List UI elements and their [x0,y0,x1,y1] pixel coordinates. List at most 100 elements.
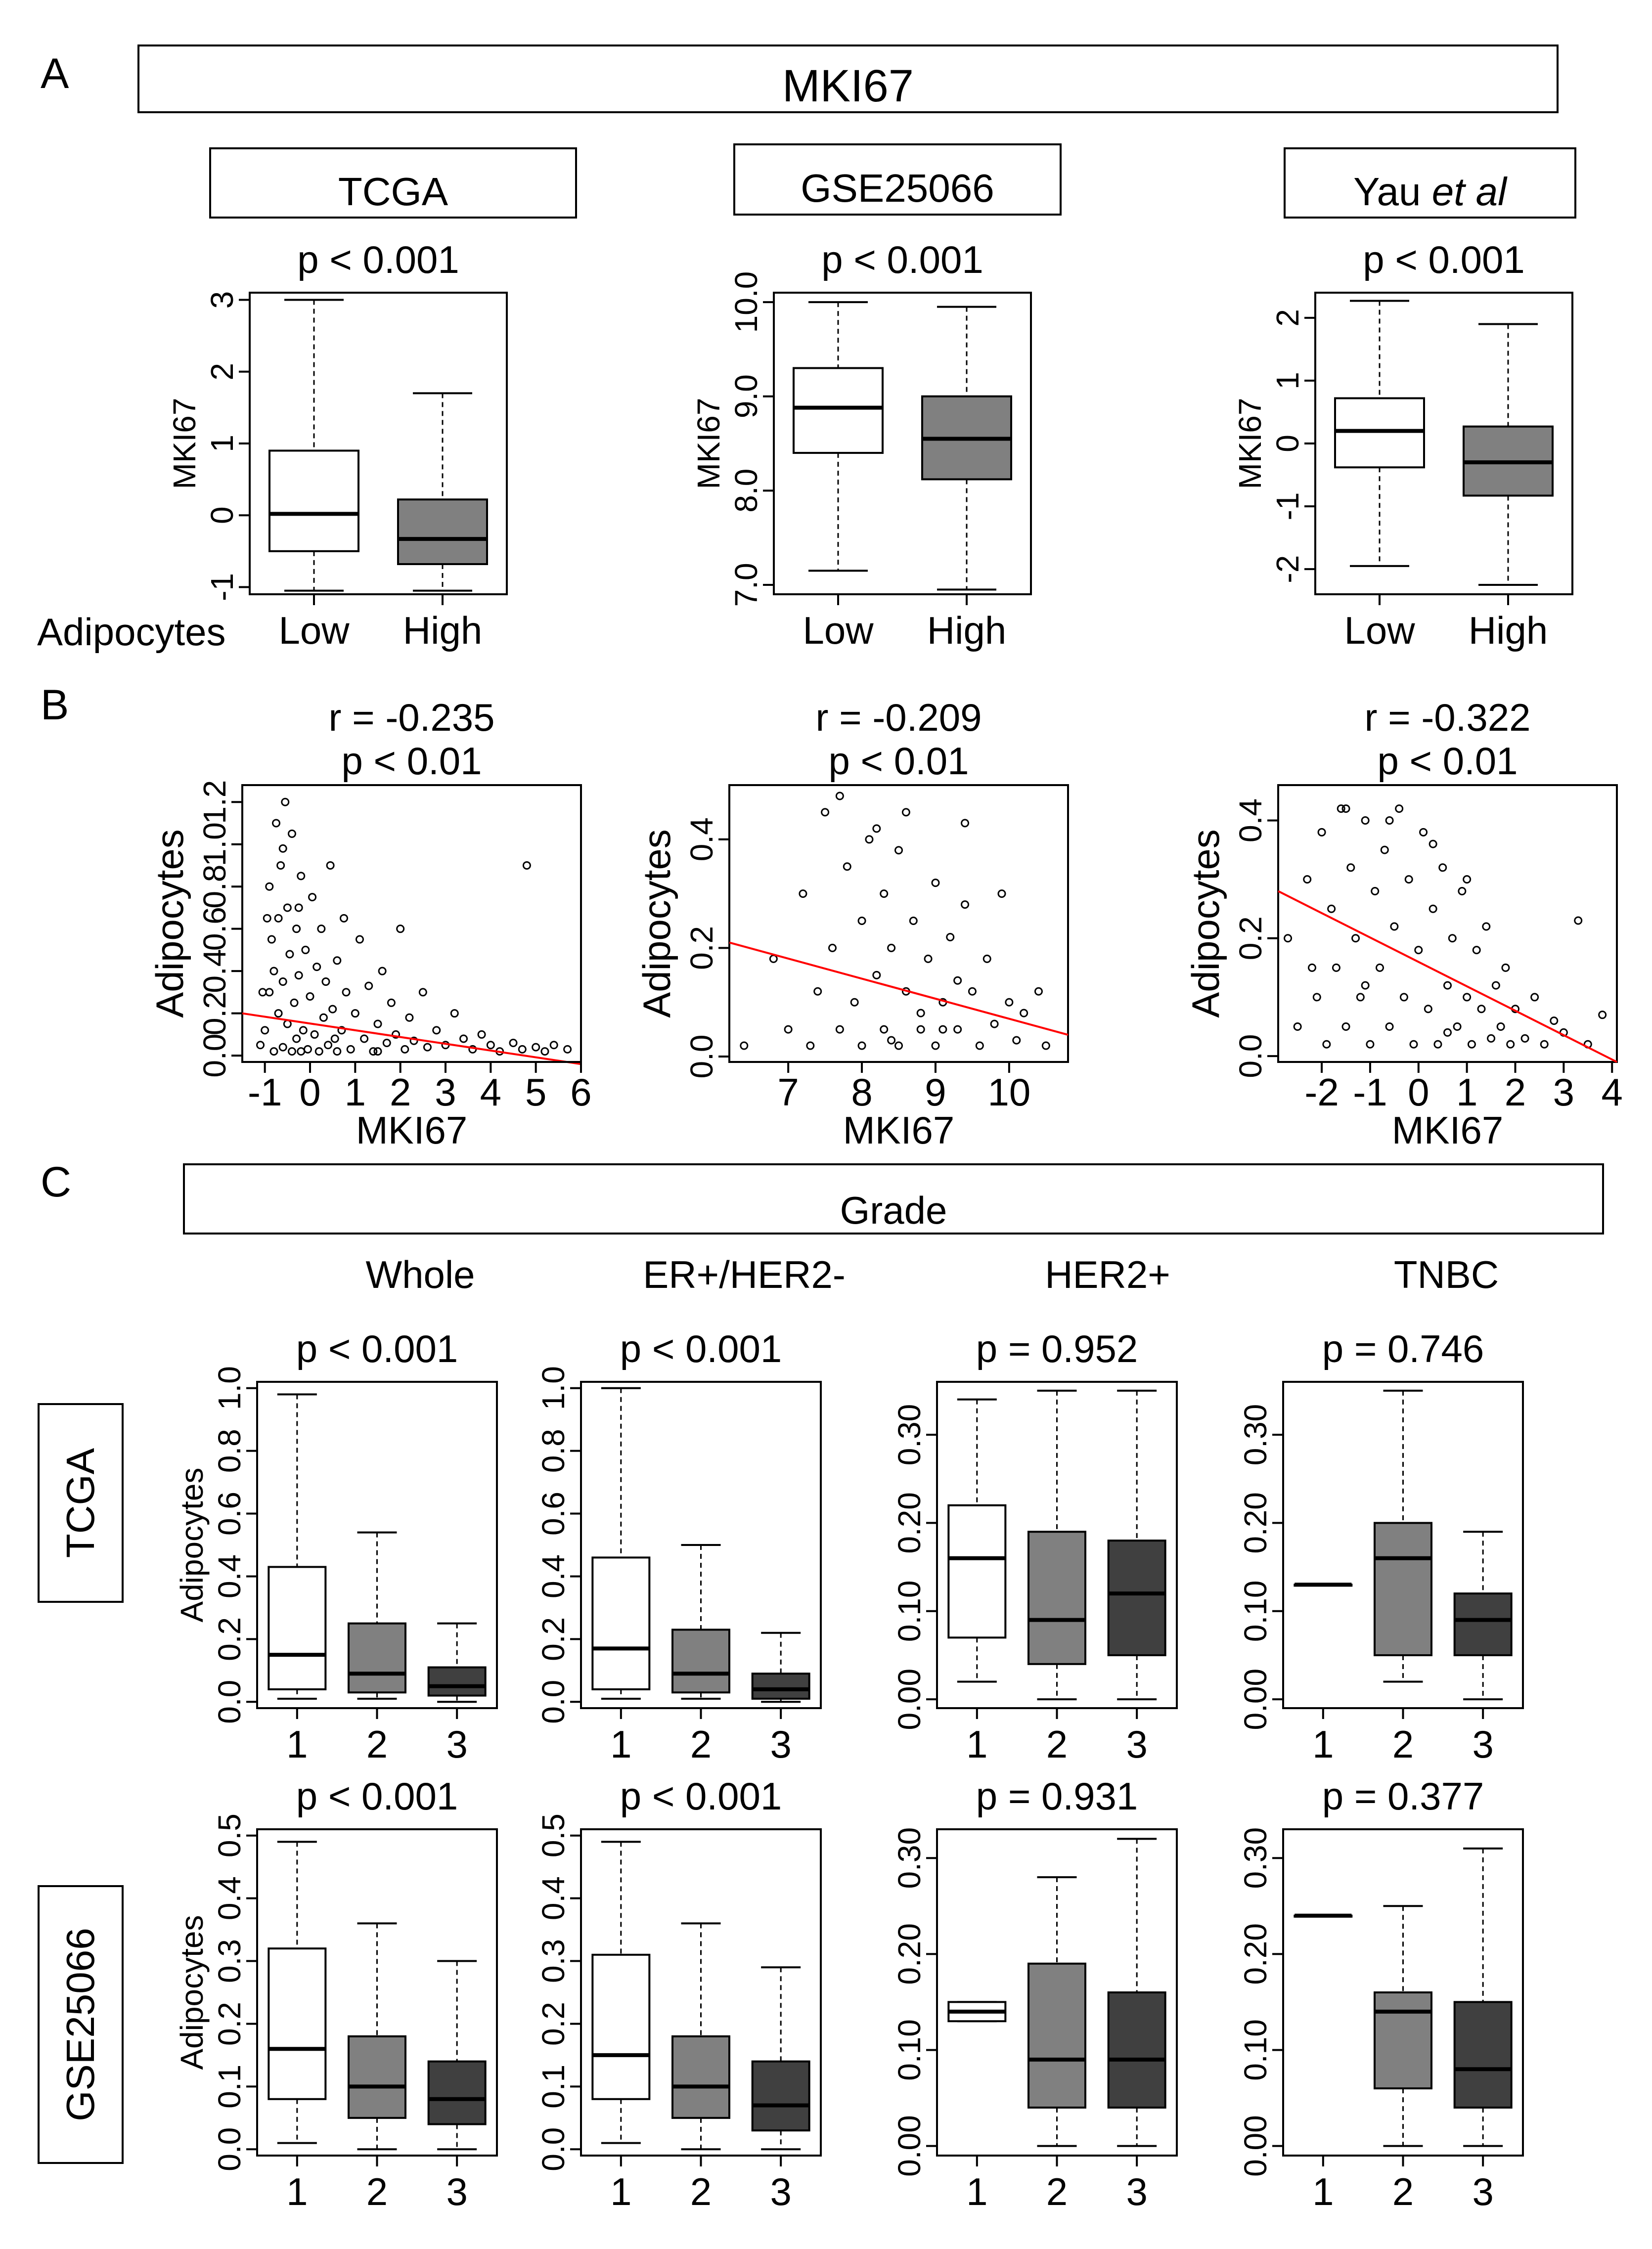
plot-title-r: r = -0.322 [1364,696,1530,739]
x-category-label: 2 [1046,2170,1068,2213]
chart-B1: 0.00.20.40.60.81.01.2 -1 0 1 2 3 4 5 6 MKI67 Adipo… [148,696,592,1152]
scatter-point [1351,934,1360,943]
scatter-point [509,1039,518,1048]
scatter-point [355,935,364,944]
scatter-point [337,1026,346,1035]
scatter-point [1020,1009,1028,1017]
scatter-point [784,1025,793,1034]
y-tick-label: 1.2 [197,780,232,824]
scatter-point [265,988,274,997]
scatter-point [931,879,940,887]
scatter-point [1429,904,1437,913]
scatter-point [258,988,267,997]
scatter-point [865,835,874,844]
y-tick-label: 0.20 [1238,1492,1273,1554]
y-tick-label: 0.10 [892,2019,927,2081]
scatter-point [1012,1036,1021,1045]
scatter-point [1361,816,1370,825]
subgroup-title-whole: Whole [365,1253,475,1296]
chart-A1: -1 0 1 2 3 Low High p < 0.001 MKI67 [167,238,508,652]
scatter-point [299,1026,308,1035]
x-tick-label: 1 [345,1070,366,1114]
y-tick-label: 0 [204,506,240,524]
x-category-label: 2 [366,1722,388,1766]
x-tick-label: 4 [480,1070,501,1114]
scatter-point [1477,1005,1486,1014]
adipocytes-x-label: Adipocytes [37,610,226,654]
scatter-point [306,992,314,1001]
y-tick-label: 0.5 [536,1813,571,1857]
scatter-point [373,1047,382,1056]
scatter-point [342,988,351,997]
scatter-point [1366,1040,1375,1049]
scatter-point [806,1041,815,1050]
scatter-point [274,1009,283,1018]
scatter-point [518,1045,527,1054]
x-category-label: Low [278,609,350,652]
scatter-point [272,819,280,828]
scatter-point [378,967,387,975]
scatter-point [1317,828,1326,837]
scatter-point [292,1034,301,1043]
scatter-point [297,1047,306,1056]
y-tick-label: 0.4 [212,1876,247,1920]
scatter-point [1390,922,1399,931]
y-tick-label: 1.0 [212,1366,247,1410]
scatter-point [835,1025,844,1034]
scatter-point [532,1043,540,1052]
scatter-point [975,1041,984,1050]
box-body [268,1566,327,1690]
scatter-point [1284,934,1293,943]
box-body [348,2035,406,2119]
scatter-point [324,1041,333,1050]
regression-line [1278,890,1617,1063]
y-axis-title: MKI67 [691,398,726,489]
plot-title-r: r = -0.209 [815,696,982,739]
y-tick-label: 0.2 [536,1617,571,1661]
scatter-point [301,945,310,954]
cohort-title-tcga: TCGA [338,170,448,214]
scatter-point [1482,922,1491,931]
chart-B2: 0.0 0.2 0.4 7 8 9 10 MKI67 Adipocytes r = -0.209p… [635,696,1069,1152]
scatter-point [317,925,326,933]
scatter-point [1574,916,1583,925]
y-tick-label: 0.2 [684,926,719,970]
scatter-point [1404,875,1413,884]
scatter-point [1467,1040,1476,1049]
y-tick-label: 0.8 [536,1429,571,1473]
x-tick-label: 4 [1602,1070,1623,1114]
plot-title-pvalue: p < 0.001 [1363,238,1524,281]
x-category-label: Low [803,609,874,652]
scatter-point [1491,981,1500,990]
x-category-label: 1 [610,2170,631,2213]
plot-title-pvalue: p < 0.001 [620,1774,782,1818]
scatter-point [278,977,287,986]
y-tick-label: 0.00 [1238,1669,1273,1730]
scatter-point [1496,1022,1505,1031]
y-tick-label: 1.0 [197,822,232,866]
panel-label-a: A [41,50,69,97]
plot-title-pvalue: p = 0.377 [1322,1774,1484,1818]
y-tick-label: 2 [1270,309,1305,327]
y-tick-label: 0.30 [1238,1827,1273,1889]
plot-title-pvalue: p < 0.001 [296,1774,458,1818]
scatter-point [1041,1041,1050,1050]
chart-C1: 0.0 0.2 0.4 0.6 0.8 1.0 1 2 3 p < 0.001 Adipocytes [174,1327,498,1766]
chart-C7: 0.00 0.10 0.20 0.30 1 2 3 p = 0.931 [892,1774,1178,2213]
box-body [1107,1991,1166,2109]
scatter-point [256,1041,265,1050]
plot-title-pvalue: p < 0.001 [620,1327,782,1370]
scatter-point [321,977,330,986]
x-tick-label: 0 [299,1070,320,1114]
box-body [591,1556,651,1690]
x-category-label: 2 [1046,1722,1068,1766]
scatter-point [1530,993,1539,1002]
plot-title-pvalue: p < 0.001 [297,238,459,281]
scatter-point [549,1041,558,1050]
scatter-point [880,889,889,898]
y-tick-label: 3 [204,291,240,309]
panel-label-c: C [41,1158,71,1206]
y-tick-label: 0.6 [536,1492,571,1536]
scatter-point [287,1047,296,1056]
y-axis-title: Adipocytes [174,1467,210,1622]
